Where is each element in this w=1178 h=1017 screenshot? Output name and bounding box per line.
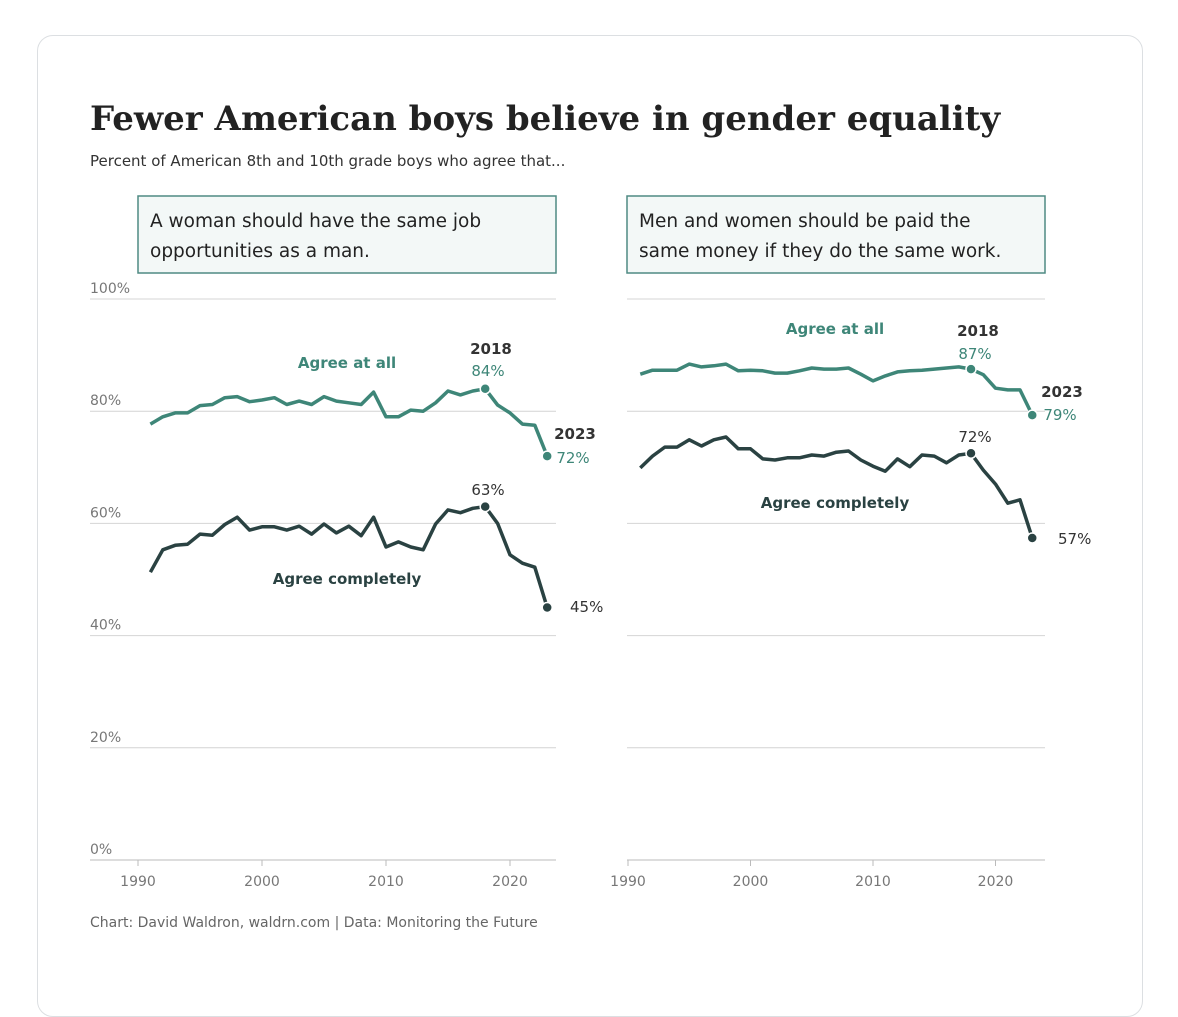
x-tick-label: 2010	[368, 874, 404, 890]
x-tick-label: 1990	[610, 874, 646, 890]
y-tick-label: 40%	[90, 618, 121, 634]
x-tick-label: 2000	[244, 874, 280, 890]
x-tick-label: 2020	[492, 874, 528, 890]
panel-title-line: Men and women should be paid the	[639, 211, 970, 232]
point-2023	[541, 601, 553, 614]
series-label: Agree completely	[273, 570, 422, 588]
x-tick-label: 2010	[855, 874, 891, 890]
annotation-value-2023: 45%	[570, 598, 603, 616]
point-2018	[479, 500, 491, 513]
point-2018	[965, 363, 977, 375]
annotation-value-2018: 72%	[958, 428, 991, 446]
y-tick-label: 100%	[90, 281, 130, 297]
series-label: Agree completely	[761, 494, 910, 512]
series-label: Agree at all	[786, 320, 884, 338]
point-2018	[965, 447, 977, 460]
x-tick-label: 1990	[120, 874, 156, 890]
annotation-value-2018: 63%	[471, 481, 504, 499]
annotation-value-2018: 87%	[958, 345, 991, 363]
y-tick-label: 20%	[90, 730, 121, 746]
point-2018	[479, 383, 491, 395]
chart-panel-2: Men and women should be paid the same mon…	[610, 195, 1091, 890]
point-2023	[541, 450, 553, 462]
chart-footer: Chart: David Waldron, waldrn.com | Data:…	[90, 915, 538, 931]
point-2023	[1026, 409, 1038, 421]
annotation-year-2018: 2018	[957, 322, 999, 340]
chart-subtitle: Percent of American 8th and 10th grade b…	[90, 152, 565, 170]
annotation-year-2018: 2018	[470, 340, 512, 358]
y-tick-label: 60%	[90, 505, 121, 521]
panel-title-line: A woman should have the same job	[150, 211, 481, 232]
series-line-agree-at-all	[149, 387, 549, 457]
y-tick-label: 80%	[90, 393, 121, 409]
point-2023	[1026, 532, 1038, 544]
x-tick-label: 2020	[978, 874, 1014, 890]
panel-title-line: same money if they do the same work.	[639, 241, 1001, 262]
panel-title-box	[626, 195, 1046, 274]
chart-title: Fewer American boys believe in gender eq…	[90, 99, 1001, 139]
annotation-year-2023: 2023	[1041, 383, 1083, 401]
annotation-value-2023: 57%	[1058, 530, 1091, 548]
annotation-value-2023: 79%	[1043, 406, 1076, 424]
series-line-agree-completely	[148, 504, 549, 609]
annotation-year-2023: 2023	[554, 425, 596, 443]
x-tick-label: 2000	[733, 874, 769, 890]
panel-title-box	[137, 195, 557, 274]
series-label: Agree at all	[298, 354, 396, 372]
chart-canvas: Fewer American boys believe in gender eq…	[90, 99, 1091, 931]
y-tick-label: 0%	[90, 842, 112, 858]
panel-title-line: opportunities as a man.	[150, 241, 370, 262]
annotation-value-2018: 84%	[471, 362, 504, 380]
annotation-value-2023: 72%	[556, 449, 589, 467]
chart-panel-1: A woman should have the same job opportun…	[90, 195, 603, 890]
